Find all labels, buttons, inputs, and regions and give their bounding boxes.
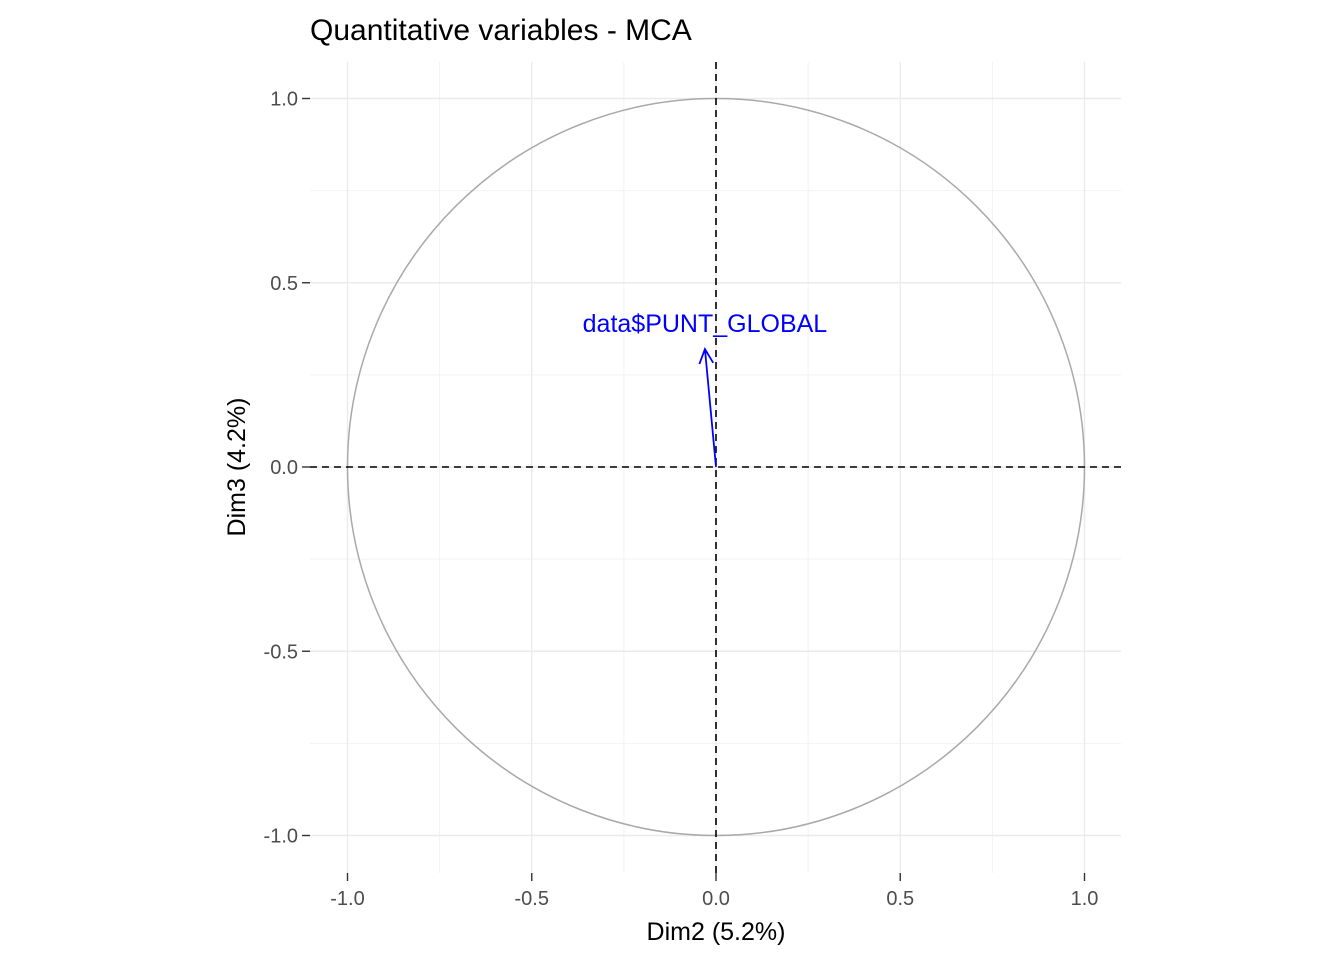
y-axis-title: Dim3 (4.2%) [223,398,251,537]
x-tick-label: -0.5 [515,888,549,910]
x-tick-label: 1.0 [1071,888,1099,910]
x-tick-label: -1.0 [330,888,364,910]
variable-arrows: data$PUNT_GLOBAL [583,310,828,468]
variable-arrow-shaft [704,348,717,468]
variable-arrow-head [698,347,714,365]
y-axis-ticks: -1.0 -0.5 0.0 0.5 1.0 [264,89,310,848]
x-tick-label: 0.5 [886,888,914,910]
y-tick-label: 0.5 [270,273,298,295]
reference-lines [310,62,1121,873]
x-tick-label: 0.0 [702,888,730,910]
x-axis-title: Dim2 (5.2%) [647,918,786,946]
variable-label: data$PUNT_GLOBAL [583,310,828,338]
y-tick-label: -1.0 [264,826,298,848]
y-tick-label: -0.5 [264,641,298,663]
chart-title: Quantitative variables - MCA [310,14,692,47]
y-tick-label: 1.0 [270,89,298,111]
y-tick-label: 0.0 [270,457,298,479]
x-axis-ticks: -1.0 -0.5 0.0 0.5 1.0 [330,873,1098,910]
